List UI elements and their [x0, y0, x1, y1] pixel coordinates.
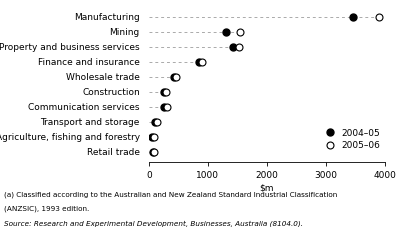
Text: (a) Classified according to the Australian and New Zealand Standard Industrial C: (a) Classified according to the Australi… [4, 192, 337, 198]
Text: Source: Research and Experimental Development, Businesses, Australia (8104.0).: Source: Research and Experimental Develo… [4, 220, 303, 227]
Text: (ANZSIC), 1993 edition.: (ANZSIC), 1993 edition. [4, 205, 89, 212]
X-axis label: $m: $m [260, 183, 274, 192]
Legend: 2004–05, 2005–06: 2004–05, 2005–06 [321, 128, 381, 150]
